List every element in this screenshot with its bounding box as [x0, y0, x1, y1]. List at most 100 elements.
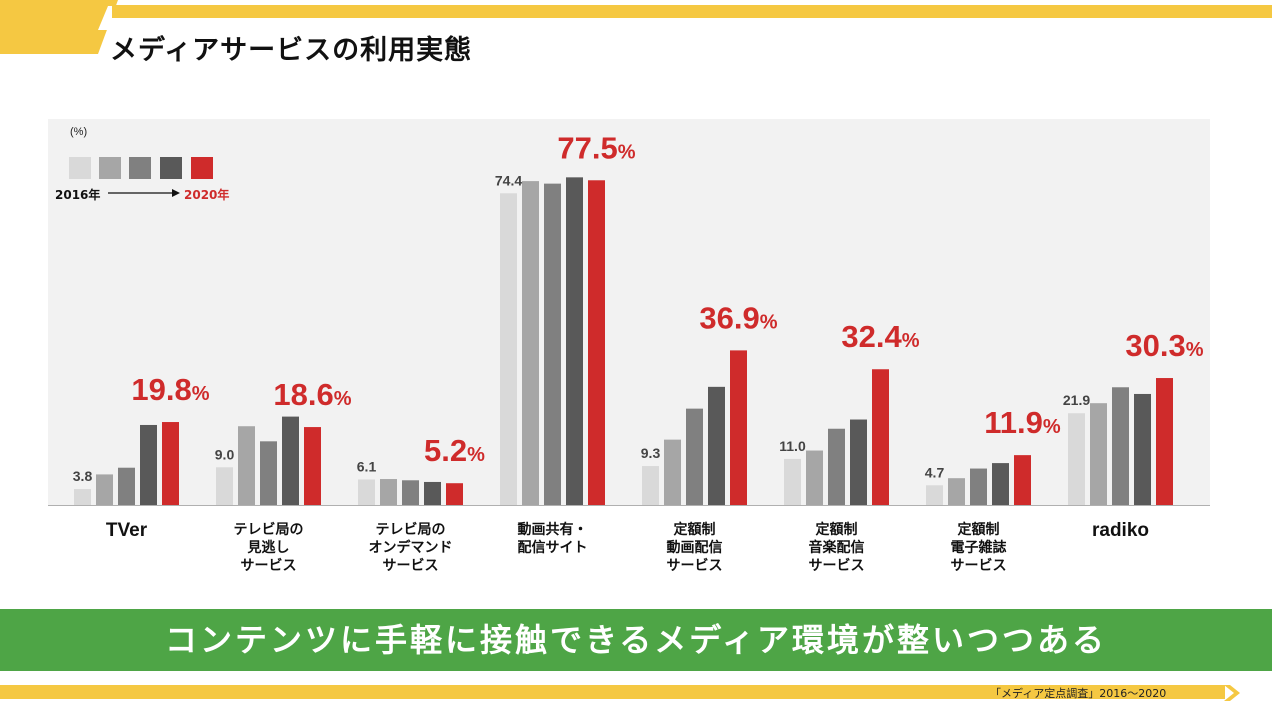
data-label-2020: 5.2%	[424, 433, 485, 468]
bar	[588, 180, 605, 505]
bar	[140, 424, 157, 505]
category-label-line: 定額制	[957, 522, 1000, 538]
category-label-line: テレビ局の	[233, 522, 304, 538]
unit-label: (%)	[70, 126, 88, 138]
bar	[1068, 413, 1085, 505]
bar	[380, 479, 397, 505]
category-label-line: サービス	[666, 558, 723, 574]
bar	[424, 481, 441, 505]
category-label-line: サービス	[240, 558, 297, 574]
category-label-line: radiko	[1091, 520, 1150, 541]
category-label-line: 見逃し	[247, 540, 290, 556]
bar	[544, 183, 561, 505]
bar	[402, 480, 419, 505]
bar	[96, 474, 113, 505]
bar	[926, 485, 943, 505]
bar	[260, 441, 277, 505]
bar	[948, 478, 965, 505]
bar	[522, 181, 539, 505]
category-label-line: 電子雑誌	[950, 540, 1007, 556]
bar	[784, 458, 801, 505]
data-label-2016: 3.8	[73, 468, 93, 484]
category-label-line: サービス	[382, 558, 439, 574]
footer-band	[0, 685, 1225, 699]
legend-arrow-icon	[108, 189, 180, 197]
legend-swatch-2018	[129, 157, 151, 179]
category-label: テレビ局の見逃しサービス	[204, 521, 334, 575]
bar	[850, 419, 867, 505]
bar	[446, 483, 463, 505]
category-label-line: サービス	[950, 558, 1007, 574]
category-label-line: テレビ局の	[375, 522, 446, 538]
legend-swatch-2020	[191, 157, 213, 179]
data-label-2016: 11.0	[779, 438, 806, 454]
category-label: radiko	[1056, 520, 1186, 541]
category-label-line: TVer	[105, 520, 148, 541]
bar	[806, 450, 823, 505]
bar	[566, 177, 583, 506]
data-label-2020: 30.3%	[1125, 328, 1203, 363]
category-label: テレビ局のオンデマンド サービス	[346, 521, 476, 575]
category-label: 定額制動画配信サービス	[630, 521, 760, 575]
bar	[686, 408, 703, 505]
category-label: 定額制電子雑誌サービス	[914, 521, 1044, 575]
bar	[358, 479, 375, 505]
header-band	[112, 5, 1272, 18]
bar	[1014, 455, 1031, 505]
data-label-2016: 9.0	[215, 446, 235, 462]
bar	[1156, 378, 1173, 505]
data-label-2016: 9.3	[641, 445, 661, 461]
bar	[162, 422, 179, 505]
data-label-2020: 18.6%	[273, 377, 351, 412]
bar	[74, 489, 91, 505]
data-label-2020: 11.9%	[984, 405, 1061, 440]
bar	[1112, 387, 1129, 505]
legend-swatch-2017	[99, 157, 121, 179]
data-label-2016: 21.9	[1063, 392, 1090, 408]
data-label-2016: 4.7	[925, 464, 945, 480]
data-label-2020: 77.5%	[557, 130, 635, 165]
bar	[970, 468, 987, 505]
bar	[216, 467, 233, 505]
bar	[500, 193, 517, 506]
category-label-line: サービス	[808, 558, 865, 574]
data-label-2016: 74.4	[495, 172, 522, 188]
category-label-line: 配信サイト	[517, 540, 588, 556]
data-label-2016: 6.1	[357, 458, 377, 474]
bar	[1134, 393, 1151, 505]
bar	[992, 463, 1009, 505]
legend-swatch-2016	[69, 157, 91, 179]
bar	[1090, 403, 1107, 505]
bar	[642, 466, 659, 505]
category-label-line: 音楽配信	[808, 540, 865, 556]
source-note: 「メディア定点調査」2016～2020	[990, 687, 1167, 700]
legend-start-label: 2016年	[55, 188, 101, 202]
bar	[304, 427, 321, 505]
message-banner: コンテンツに手軽に接触できるメディア環境が整いつつある	[0, 609, 1272, 671]
category-label-line: 動画共有・	[517, 522, 588, 538]
category-label: 定額制音楽配信サービス	[772, 521, 902, 575]
data-label-2020: 36.9%	[699, 300, 777, 335]
bar	[708, 386, 725, 505]
data-label-2020: 32.4%	[841, 319, 919, 354]
page-title: メディアサービスの利用実態	[110, 35, 473, 66]
bar	[828, 428, 845, 505]
category-label-line: 定額制	[673, 522, 716, 538]
bar	[730, 350, 747, 505]
bar	[118, 467, 135, 505]
data-label-2020: 19.8%	[131, 372, 209, 407]
bar	[282, 416, 299, 505]
category-label-line: オンデマンド	[368, 540, 453, 556]
bar	[872, 369, 889, 505]
legend-swatch-2019	[160, 157, 182, 179]
category-label-line: 動画配信	[666, 540, 723, 556]
category-label: 動画共有・配信サイト	[488, 521, 618, 557]
bar	[238, 426, 255, 505]
category-label-line: 定額制	[815, 522, 858, 538]
message-text: コンテンツに手軽に接触できるメディア環境が整いつつある	[164, 621, 1108, 659]
legend-end-label: 2020年	[184, 188, 230, 202]
chevron-right-icon	[1224, 685, 1240, 701]
category-label: TVer	[62, 520, 192, 541]
bar	[664, 439, 681, 505]
